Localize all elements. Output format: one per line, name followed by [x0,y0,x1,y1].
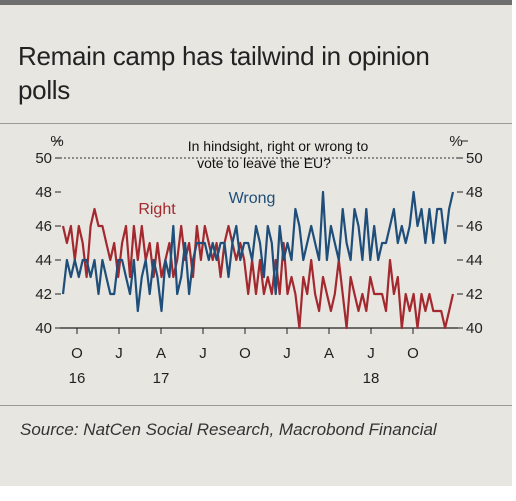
label-layer: 40 40 42 42 44 44 46 46 48 48 50 50% % In hindsight, … [35,133,482,387]
top-divider [0,123,512,124]
x-tick-label-2: A [156,345,166,362]
x-tick-label-4: O [239,345,251,362]
y-tick-label-right-42: 42 [466,286,483,303]
bottom-divider [0,405,512,406]
x-tick-label-3: J [199,345,207,362]
y-tick-label-right-46: 46 [466,218,483,235]
series-layer [61,190,455,330]
y-tick-label-left-44: 44 [35,252,52,269]
x-tick-label-7: J [367,345,375,362]
x-tick-label-8: O [407,345,419,362]
source-note: Source: NatCen Social Research, Macrobon… [20,420,437,439]
x-tick-label-0: O [71,345,83,362]
series-label-right: Right [138,201,176,218]
y-tick-label-right-50: 50 [466,150,483,167]
y-tick-label-left-46: 46 [35,218,52,235]
y-tick-label-left-48: 48 [35,184,52,201]
y-tick-label-left-40: 40 [35,320,52,337]
y-tick-label-left-50: 50 [35,150,52,167]
unit-label-right: % [449,133,462,150]
x-tick-label-1: J [115,345,123,362]
unit-label-left: % [50,133,63,150]
x-tick-label-6: A [324,345,334,362]
chart-title: Remain camp has tailwind in opinion poll… [18,41,430,105]
x-tick-label-5: J [283,345,291,362]
y-tick-label-right-44: 44 [466,252,483,269]
series-line-wrong [61,190,455,313]
series-label-wrong: Wrong [229,190,276,207]
year-label-16: 16 [69,370,86,387]
y-tick-label-right-48: 48 [466,184,483,201]
series-line-right [61,207,455,330]
chart-panel: Remain camp has tailwind in opinion poll… [0,0,512,486]
year-label-17: 17 [153,370,170,387]
year-label-18: 18 [363,370,380,387]
grid-layer [55,140,468,334]
y-tick-label-left-42: 42 [35,286,52,303]
y-tick-label-right-40: 40 [466,320,483,337]
chart-annotation: In hindsight, right or wrong to vote to l… [188,138,369,171]
